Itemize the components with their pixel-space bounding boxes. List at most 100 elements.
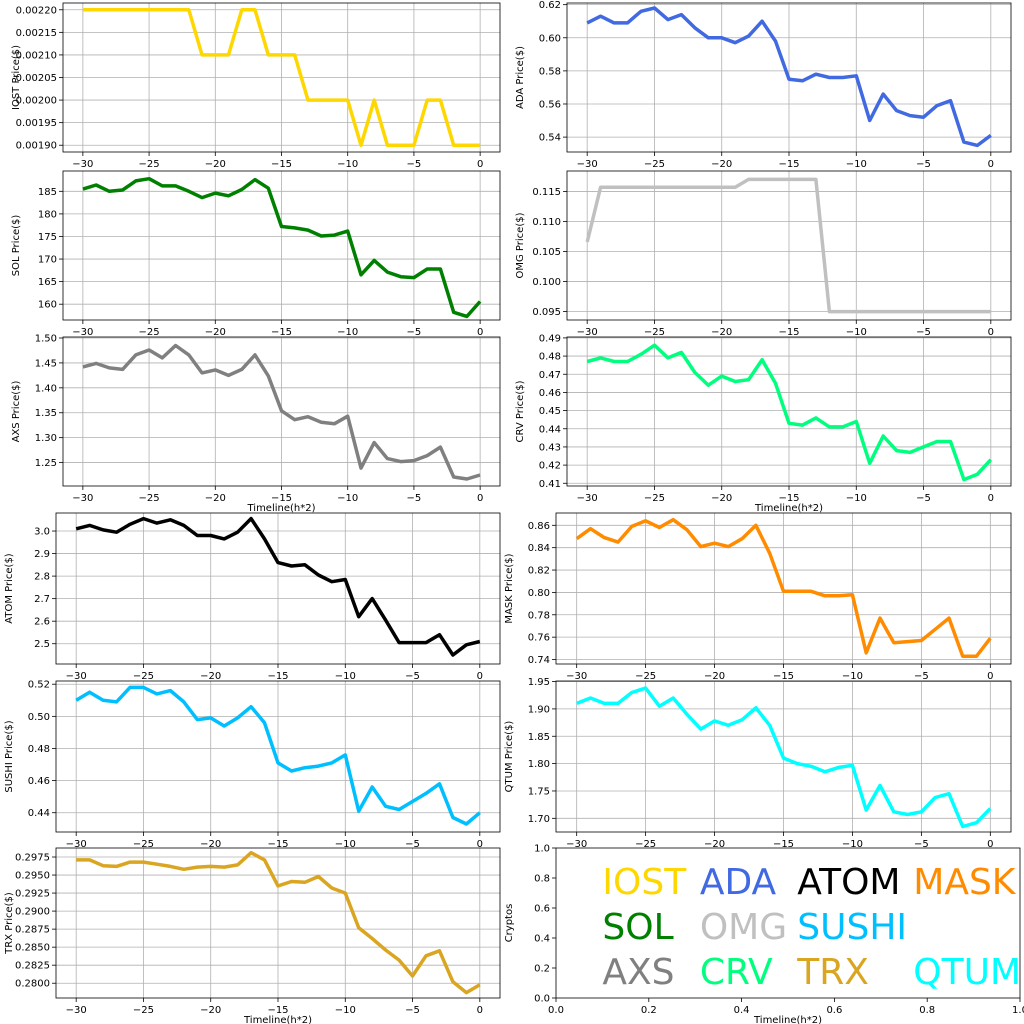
axs-series-line [82,343,481,481]
iost-ytick-label: 0.00220 [16,5,57,16]
crv-xtick-label: −20 [711,493,732,504]
crv-xtick-label: −15 [778,493,799,504]
legend-entry-iost: IOST [602,862,687,903]
sol-ytick-label: 180 [38,209,57,220]
trx-ytick-label: 0.2975 [15,853,50,864]
iost-xtick-label: −15 [271,159,292,170]
trx-axes-frame [55,847,501,999]
axs-xtick-label: −15 [271,493,292,504]
mask-ytick-label: 0.76 [528,633,550,644]
sol-ylabel: SOL Price($) [11,215,22,277]
mask-xtick-label: −10 [842,671,863,682]
ada-panel: −30 −25 −20 −15 −10 −5 0 0.54 0.56 0.58 0.60 0.62 AD… [515,0,1012,170]
legend-entry-trx: TRX [796,952,869,993]
sushi-panel: −30 −25 −20 −15 −10 −5 0 0.44 0.46 0.48 0.50 0.52 SU… [4,680,501,850]
axs-xtick-label: −25 [139,493,160,504]
trx-ytick-label: 0.2800 [15,979,50,990]
ada-xtick-label: −25 [644,159,665,170]
sol-ytick-label: 185 [38,187,57,198]
qtum-ytick-label: 1.85 [528,732,550,743]
omg-xtick-label: −25 [644,327,665,338]
iost-ytick-label: 0.00195 [16,118,57,129]
trx-series-line [76,850,481,995]
ada-xtick-label: 0 [988,159,994,170]
axs-ytick-label: 1.35 [35,408,57,419]
trx-xtick-label: −30 [66,1005,87,1016]
crv-ytick-label: 0.44 [539,424,561,435]
iost-xtick-label: −30 [72,159,93,170]
sol-xtick-label: −30 [72,327,93,338]
qtum-ytick-label: 1.70 [528,814,550,825]
sol-axes-frame [62,170,501,321]
crv-xtick-label: −5 [916,493,931,504]
ada-ytick-label: 0.62 [539,0,561,11]
trx-panel: −30 −25 −20 −15 −10 −5 0 0.2800 0.2825 0.2850 0.28… [4,847,501,1024]
trx-xtick-label: −10 [335,1005,356,1016]
trx-ytick-label: 0.2875 [15,925,50,936]
sushi-xtick-label: −10 [335,839,356,850]
trx-xtick-label: −20 [200,1005,221,1016]
ada-xtick-label: −10 [846,159,867,170]
sol-ytick-label: 170 [38,255,57,266]
atom-ytick-label: 2.7 [34,594,50,605]
qtum-xtick-label: −20 [704,839,725,850]
iost-ytick-label: 0.00215 [16,28,57,39]
sol-ytick-label: 175 [38,232,57,243]
omg-xtick-label: −5 [916,327,931,338]
axs-ytick-label: 1.45 [35,358,57,369]
omg-xtick-label: −15 [778,327,799,338]
omg-ytick-label: 0.100 [532,277,561,288]
axs-xtick-label: 0 [477,493,483,504]
trx-ytick-label: 0.2825 [15,961,50,972]
axs-ytick-label: 1.50 [35,333,57,344]
atom-ylabel: ATOM Price($) [4,553,15,624]
iost-ytick-label: 0.00200 [16,96,57,107]
legend-xlabel: Timeline(h*2) [753,1015,822,1024]
axs-xtick-label: −20 [205,493,226,504]
trx-ytick-label: 0.2900 [15,907,50,918]
sushi-ytick-label: 0.46 [28,776,50,787]
legend-ytick-label: 0.4 [534,934,550,945]
mask-xtick-label: −5 [914,671,929,682]
omg-xtick-label: −30 [577,327,598,338]
atom-ytick-label: 2.8 [34,572,50,583]
omg-ytick-label: 0.115 [532,187,561,198]
iost-axes-frame [62,2,501,153]
legend-xtick-label: 0.0 [548,1005,564,1016]
legend-xtick-label: 0.6 [826,1005,842,1016]
iost-xtick-label: −5 [407,159,422,170]
sushi-xtick-label: −5 [405,839,420,850]
crv-axes-frame [566,336,1012,487]
mask-xtick-label: −30 [566,671,587,682]
legend-ytick-label: 0.6 [534,904,550,915]
legend-panel: 0.0 0.2 0.4 0.6 0.8 1.0 0.0 0.2 0.4 0.6 0.8 1.0 IOST… [504,844,1024,1024]
iost-xtick-label: −20 [205,159,226,170]
crv-series-line [586,343,993,482]
sol-xtick-label: 0 [477,327,483,338]
omg-ytick-label: 0.095 [532,307,561,318]
iost-ytick-label: 0.00205 [16,73,57,84]
trx-xtick-label: 0 [477,1005,483,1016]
sol-xtick-label: −5 [407,327,422,338]
atom-panel: −30 −25 −20 −15 −10 −5 0 2.5 2.6 2.7 2.8 2.9 3.0 ATOM… [4,512,501,682]
atom-xtick-label: −30 [66,671,87,682]
atom-ytick-label: 3.0 [34,527,50,538]
sushi-xtick-label: −30 [66,839,87,850]
ada-xtick-label: −20 [711,159,732,170]
legend-xtick-label: 0.2 [641,1005,657,1016]
atom-ytick-label: 2.6 [34,617,50,628]
qtum-xtick-label: −10 [842,839,863,850]
axs-ytick-label: 1.40 [35,383,57,394]
qtum-xtick-label: −15 [773,839,794,850]
trx-ylabel: TRX Price($) [4,892,15,955]
qtum-ytick-label: 1.90 [528,704,550,715]
atom-series-line [75,516,481,657]
omg-xtick-label: −10 [846,327,867,338]
sushi-ylabel: SUSHI Price($) [4,720,15,792]
ada-series-line [586,6,992,148]
trx-xlabel: Timeline(h*2) [243,1015,312,1024]
sushi-ytick-label: 0.50 [28,712,50,723]
legend-entry-sushi: SUSHI [797,907,907,948]
iost-ytick-label: 0.00210 [16,50,57,61]
atom-xtick-label: −15 [267,671,288,682]
